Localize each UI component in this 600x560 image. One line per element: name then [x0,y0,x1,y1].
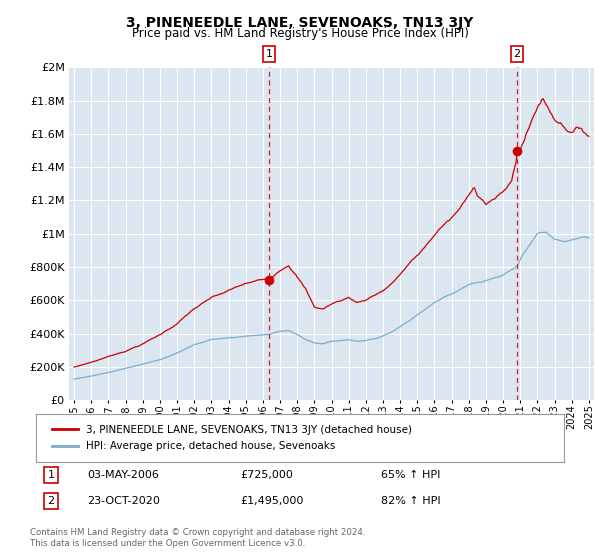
Text: Price paid vs. HM Land Registry's House Price Index (HPI): Price paid vs. HM Land Registry's House … [131,27,469,40]
Text: 65% ↑ HPI: 65% ↑ HPI [381,470,440,480]
Text: 1: 1 [47,470,55,480]
Text: 2: 2 [514,49,521,59]
Text: 1: 1 [266,49,273,59]
Text: £725,000: £725,000 [240,470,293,480]
Text: 82% ↑ HPI: 82% ↑ HPI [381,496,440,506]
Text: 2: 2 [47,496,55,506]
Text: This data is licensed under the Open Government Licence v3.0.: This data is licensed under the Open Gov… [30,539,305,548]
Text: 23-OCT-2020: 23-OCT-2020 [87,496,160,506]
Text: £1,495,000: £1,495,000 [240,496,304,506]
Text: 03-MAY-2006: 03-MAY-2006 [87,470,159,480]
Text: Contains HM Land Registry data © Crown copyright and database right 2024.: Contains HM Land Registry data © Crown c… [30,528,365,536]
Legend: 3, PINENEEDLE LANE, SEVENOAKS, TN13 3JY (detached house), HPI: Average price, de: 3, PINENEEDLE LANE, SEVENOAKS, TN13 3JY … [46,420,417,456]
Text: 3, PINENEEDLE LANE, SEVENOAKS, TN13 3JY: 3, PINENEEDLE LANE, SEVENOAKS, TN13 3JY [127,16,473,30]
